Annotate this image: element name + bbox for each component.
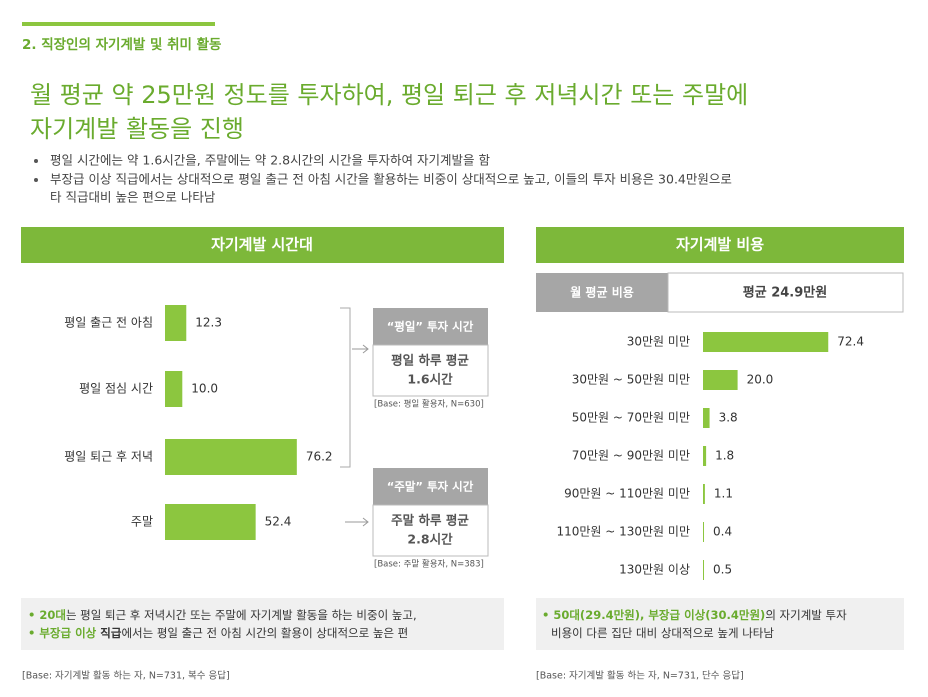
bar	[165, 305, 187, 341]
chart-title: 자기계발 비용	[676, 236, 764, 254]
emphasis: 직급	[96, 626, 122, 640]
value-label: 10.0	[191, 382, 218, 396]
value-label: 12.3	[195, 316, 222, 330]
value-label: 0.4	[713, 525, 732, 539]
summary-box	[21, 598, 504, 650]
panel-header	[21, 227, 504, 263]
accent-line	[22, 22, 215, 26]
value-label: 20.0	[747, 373, 774, 387]
highlight: • 50대(29.4만원), 부장급 이상(30.4만원)	[542, 608, 765, 622]
category-label: 30만원 미만	[627, 335, 690, 349]
summary-text: 는 평일 퇴근 후 저녁시간 또는 주말에 자기계발 활동을 하는 비중이 높고…	[66, 608, 417, 622]
table-value: 평균 24.9만원	[743, 285, 827, 301]
callout-text: 1.6시간	[407, 372, 453, 387]
callout-text: 주말 하루 평균	[391, 513, 469, 528]
category-label: 70만원 ~ 90만원 미만	[572, 449, 690, 463]
summary-text: 비용이 다른 집단 대비 상대적으로 높게 나타남	[551, 626, 774, 640]
summary-line: • 50대(29.4만원), 부장급 이상(30.4만원)의 자기계발 투자	[542, 608, 847, 622]
bullet: 부장급 이상 직급에서는 상대적으로 평일 출근 전 아침 시간을 활용하는 비…	[50, 172, 732, 187]
callout-base: [Base: 주말 활용자, N=383]	[374, 559, 484, 570]
callout-header	[373, 308, 488, 345]
value-label: 1.8	[715, 449, 734, 463]
bar	[703, 484, 705, 504]
bar	[703, 446, 707, 466]
callout-box	[372, 504, 489, 557]
value-label: 72.4	[837, 335, 864, 349]
callout-box	[372, 344, 489, 397]
category-label: 평일 퇴근 후 저녁	[64, 450, 153, 464]
category-label: 90만원 ~ 110만원 미만	[564, 487, 690, 501]
bullet: 타 직급대비 높은 편으로 나타남	[50, 190, 216, 205]
headline: 자기계발 활동을 진행	[30, 115, 244, 143]
bar	[703, 370, 738, 390]
value-label: 3.8	[719, 411, 738, 425]
summary-line: • 20대는 평일 퇴근 후 저녁시간 또는 주말에 자기계발 활동을 하는 비…	[28, 608, 417, 622]
summary-line: 비용이 다른 집단 대비 상대적으로 높게 나타남	[551, 626, 774, 640]
category-label: 130만원 이상	[619, 563, 690, 577]
category-label: 110만원 ~ 130만원 미만	[556, 525, 690, 539]
bracket	[340, 307, 351, 468]
category-label: 30만원 ~ 50만원 미만	[572, 373, 690, 387]
callout-text: 평일 하루 평균	[391, 353, 469, 368]
summary-box	[536, 598, 904, 650]
value-label: 0.5	[713, 563, 732, 577]
callout-base: [Base: 평일 활용자, N=630]	[374, 399, 484, 410]
category-label: 평일 출근 전 아침	[64, 316, 153, 330]
chart-title: 자기계발 시간대	[211, 236, 313, 254]
summary-line: • 부장급 이상 직급에서는 평일 출근 전 아침 시간의 활용이 상대적으로 …	[28, 626, 408, 640]
bar	[703, 332, 829, 352]
table-label-cell	[536, 273, 668, 312]
value-label: 76.2	[306, 450, 333, 464]
bullet: 평일 시간에는 약 1.6시간을, 주말에는 약 2.8시간의 시간을 투자하여…	[50, 153, 490, 168]
value-label: 1.1	[714, 487, 733, 501]
bar	[165, 371, 183, 407]
callout-title: “주말” 투자 시간	[387, 480, 474, 494]
highlight: • 부장급 이상	[28, 626, 97, 640]
bar	[165, 504, 256, 540]
callout-title: “평일” 투자 시간	[387, 320, 474, 334]
callout-header	[373, 468, 488, 505]
bar	[703, 560, 704, 580]
value-label: 52.4	[265, 515, 292, 529]
category-label: 주말	[131, 515, 153, 529]
arrow	[345, 517, 369, 527]
bar	[703, 408, 710, 428]
summary-text: 에서는 평일 출근 전 아침 시간의 활용이 상대적으로 높은 편	[121, 626, 408, 640]
bar	[703, 522, 704, 542]
section-title: 2. 직장인의 자기계발 및 취미 활동	[22, 36, 221, 53]
footnote: [Base: 자기계발 활동 하는 자, N=731, 복수 응답]	[22, 670, 230, 682]
headline: 월 평균 약 25만원 정도를 투자하여, 평일 퇴근 후 저녁시간 또는 주말…	[30, 81, 748, 109]
arrow	[352, 344, 369, 354]
bullet-dot	[34, 159, 38, 163]
summary-text: 의 자기계발 투자	[765, 608, 847, 622]
table-value-cell	[667, 272, 904, 313]
panel-header	[536, 227, 904, 263]
footnote: [Base: 자기계발 활동 하는 자, N=731, 단수 응답]	[536, 670, 744, 682]
category-label: 평일 점심 시간	[79, 382, 153, 396]
bullet-dot	[34, 178, 38, 182]
table-label: 월 평균 비용	[570, 285, 634, 300]
highlight: • 20대	[28, 608, 66, 622]
category-label: 50만원 ~ 70만원 미만	[572, 411, 690, 425]
bar	[165, 439, 297, 475]
callout-text: 2.8시간	[407, 532, 453, 547]
